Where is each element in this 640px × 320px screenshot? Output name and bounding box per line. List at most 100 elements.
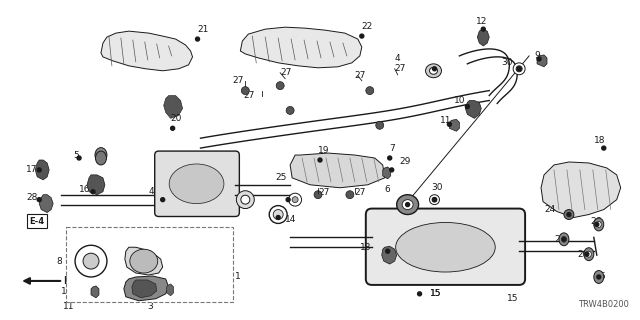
Polygon shape: [87, 175, 105, 195]
Text: 26: 26: [554, 235, 565, 244]
Circle shape: [433, 198, 436, 202]
Circle shape: [318, 158, 322, 162]
Ellipse shape: [241, 87, 250, 95]
Ellipse shape: [269, 206, 287, 223]
Polygon shape: [241, 27, 362, 68]
Ellipse shape: [130, 249, 157, 273]
Text: 11: 11: [63, 302, 75, 311]
Ellipse shape: [314, 191, 322, 199]
Ellipse shape: [273, 210, 283, 220]
Circle shape: [77, 289, 81, 293]
Ellipse shape: [432, 197, 437, 202]
Ellipse shape: [83, 253, 99, 269]
Text: 6: 6: [385, 185, 390, 194]
Text: 11: 11: [440, 116, 451, 125]
Polygon shape: [290, 153, 385, 188]
Circle shape: [87, 297, 91, 301]
Circle shape: [171, 126, 175, 130]
Circle shape: [481, 27, 485, 31]
Circle shape: [388, 156, 392, 160]
Text: 16: 16: [79, 185, 90, 194]
Polygon shape: [101, 31, 193, 71]
Polygon shape: [124, 276, 169, 301]
Ellipse shape: [564, 210, 574, 220]
Polygon shape: [164, 96, 182, 118]
Ellipse shape: [594, 270, 604, 284]
Circle shape: [596, 275, 601, 279]
Text: 14: 14: [285, 215, 296, 224]
Ellipse shape: [95, 151, 106, 165]
Text: 5: 5: [73, 150, 79, 160]
Polygon shape: [91, 286, 99, 298]
Circle shape: [585, 252, 589, 256]
Text: 3: 3: [148, 302, 154, 311]
Polygon shape: [39, 195, 53, 212]
Text: 22: 22: [362, 22, 373, 31]
Text: 15: 15: [429, 289, 441, 298]
Text: 30: 30: [501, 58, 513, 67]
Ellipse shape: [584, 248, 594, 260]
Circle shape: [390, 168, 394, 172]
Ellipse shape: [559, 233, 569, 246]
Text: 1: 1: [236, 272, 241, 282]
Circle shape: [77, 156, 81, 160]
Ellipse shape: [396, 222, 495, 272]
Circle shape: [386, 249, 390, 253]
Bar: [66, 228, 234, 302]
Text: 8: 8: [56, 257, 62, 266]
Circle shape: [537, 57, 541, 61]
Ellipse shape: [561, 236, 566, 242]
Text: 26: 26: [591, 217, 602, 226]
Polygon shape: [166, 284, 173, 296]
Circle shape: [517, 67, 521, 71]
Ellipse shape: [586, 251, 591, 257]
Text: 12: 12: [476, 17, 488, 26]
Circle shape: [406, 203, 410, 207]
Text: 27: 27: [395, 64, 406, 73]
Text: 17: 17: [26, 165, 38, 174]
Text: 21: 21: [198, 25, 209, 34]
Text: 27: 27: [355, 71, 366, 80]
Polygon shape: [537, 55, 547, 67]
Text: 10: 10: [454, 96, 466, 105]
Circle shape: [37, 198, 41, 202]
Text: 27: 27: [280, 68, 292, 77]
Text: 9: 9: [534, 52, 540, 60]
Text: 27: 27: [355, 188, 366, 197]
Text: TRW4B0200: TRW4B0200: [578, 300, 628, 309]
Text: 27: 27: [232, 76, 244, 85]
Ellipse shape: [429, 195, 440, 204]
Polygon shape: [383, 167, 390, 179]
Text: FR.: FR.: [63, 276, 81, 286]
Circle shape: [602, 146, 605, 150]
Circle shape: [567, 212, 571, 217]
Text: 29: 29: [399, 157, 411, 166]
Circle shape: [465, 105, 469, 108]
Ellipse shape: [594, 218, 604, 231]
Ellipse shape: [75, 245, 107, 277]
Circle shape: [595, 222, 599, 227]
Text: 4: 4: [148, 187, 154, 196]
Ellipse shape: [429, 67, 438, 74]
Ellipse shape: [397, 195, 419, 214]
Bar: [81, 289, 86, 294]
Text: 30: 30: [431, 183, 443, 192]
Circle shape: [447, 122, 451, 126]
Polygon shape: [541, 162, 621, 218]
Text: 20: 20: [171, 114, 182, 123]
Polygon shape: [132, 280, 157, 298]
Ellipse shape: [95, 148, 107, 163]
Text: 4: 4: [395, 54, 400, 63]
Circle shape: [169, 287, 173, 291]
Text: 13: 13: [360, 243, 371, 252]
Text: 10: 10: [61, 287, 72, 296]
Ellipse shape: [366, 87, 374, 95]
Circle shape: [360, 34, 364, 38]
Text: 15: 15: [429, 289, 441, 298]
Circle shape: [37, 168, 41, 172]
Text: 24: 24: [544, 205, 556, 214]
Polygon shape: [449, 119, 460, 131]
Ellipse shape: [402, 200, 413, 210]
Polygon shape: [477, 29, 489, 46]
Ellipse shape: [346, 191, 354, 199]
